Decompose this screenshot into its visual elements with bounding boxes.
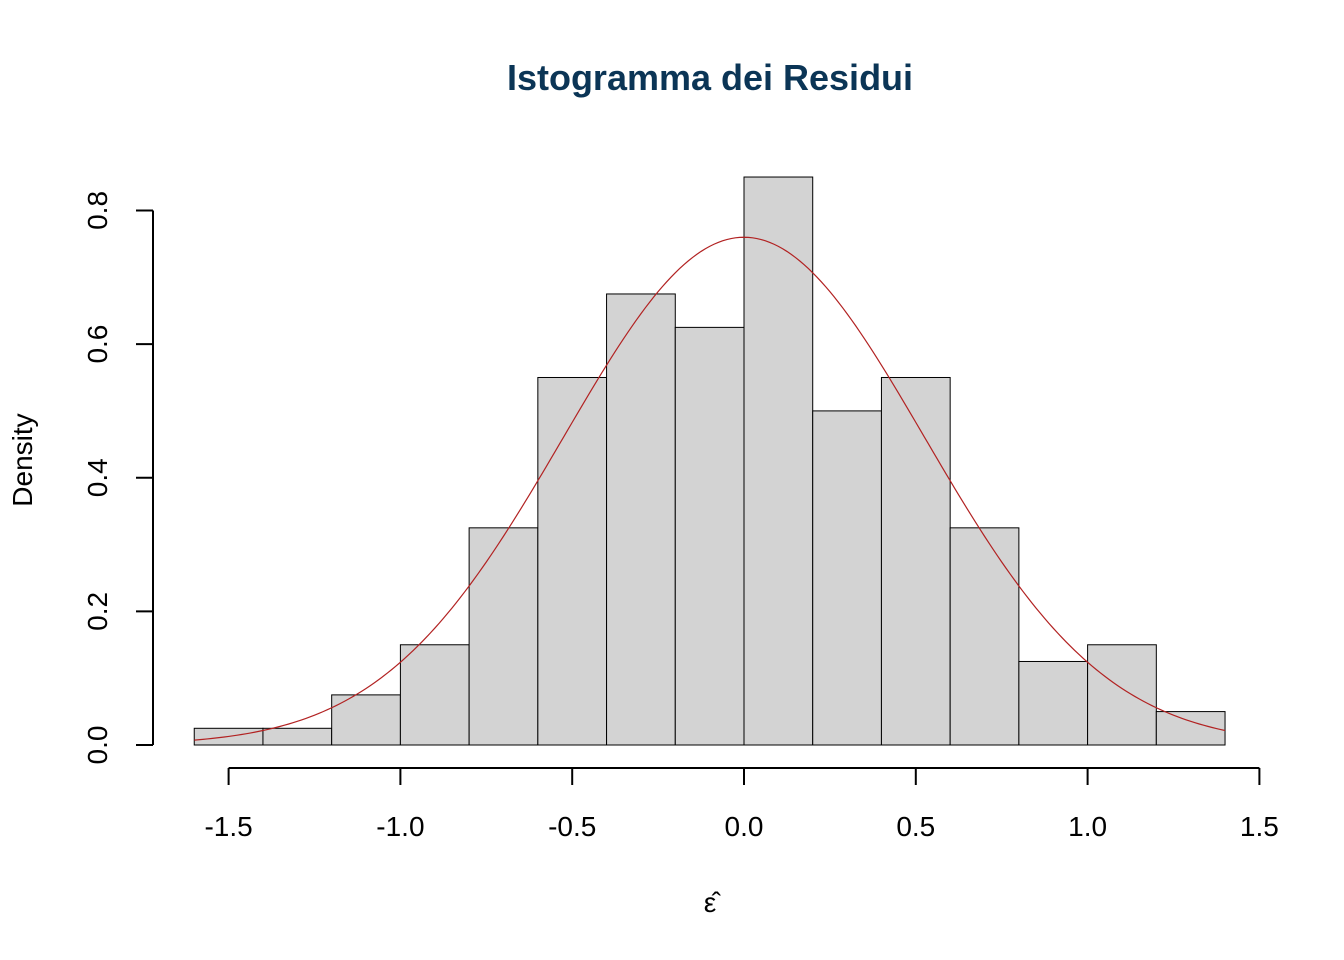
- histogram-bar-9: [812, 410, 882, 746]
- x-tick-label: 0.5: [896, 811, 935, 842]
- y-tick-label: 0.6: [82, 325, 113, 364]
- x-axis: -1.5 -1.0 -0.5 0.0 0.5 1.0 1.5: [204, 767, 1279, 842]
- histogram-bar-6: [606, 293, 676, 746]
- x-tick-label: 1.0: [1068, 811, 1107, 842]
- histogram-bar-4: [468, 527, 539, 746]
- x-tick-label: -0.5: [548, 811, 596, 842]
- histogram-bar-11: [949, 527, 1020, 746]
- chart-title: Istogramma dei Residui: [507, 57, 913, 98]
- histogram-bar-5: [537, 376, 608, 746]
- histogram-bar-12: [1018, 660, 1089, 746]
- x-tick-label: -1.5: [204, 811, 252, 842]
- y-tick-label: 0.8: [82, 191, 113, 230]
- histogram-bars: [193, 176, 1226, 746]
- histogram-bar-3: [399, 644, 470, 746]
- histogram-bar-10: [880, 376, 951, 746]
- y-tick-label: 0.4: [82, 458, 113, 497]
- normal-density-curve: [194, 236, 1226, 741]
- x-axis-label: ε̂: [704, 887, 721, 918]
- histogram-bar-7: [674, 326, 745, 746]
- histogram-bar-2: [331, 694, 401, 746]
- x-tick-label: 0.0: [725, 811, 764, 842]
- y-tick-label: 0.0: [82, 726, 113, 765]
- y-tick-label: 0.2: [82, 592, 113, 631]
- y-axis: 0.0 0.2 0.4 0.6 0.8: [82, 191, 154, 765]
- x-tick-label: 1.5: [1240, 811, 1279, 842]
- y-axis-label: Density: [7, 413, 38, 506]
- histogram-bar-1: [262, 727, 333, 746]
- x-tick-label: -1.0: [376, 811, 424, 842]
- histogram-bar-13: [1087, 644, 1157, 746]
- histogram-bar-8: [743, 176, 814, 746]
